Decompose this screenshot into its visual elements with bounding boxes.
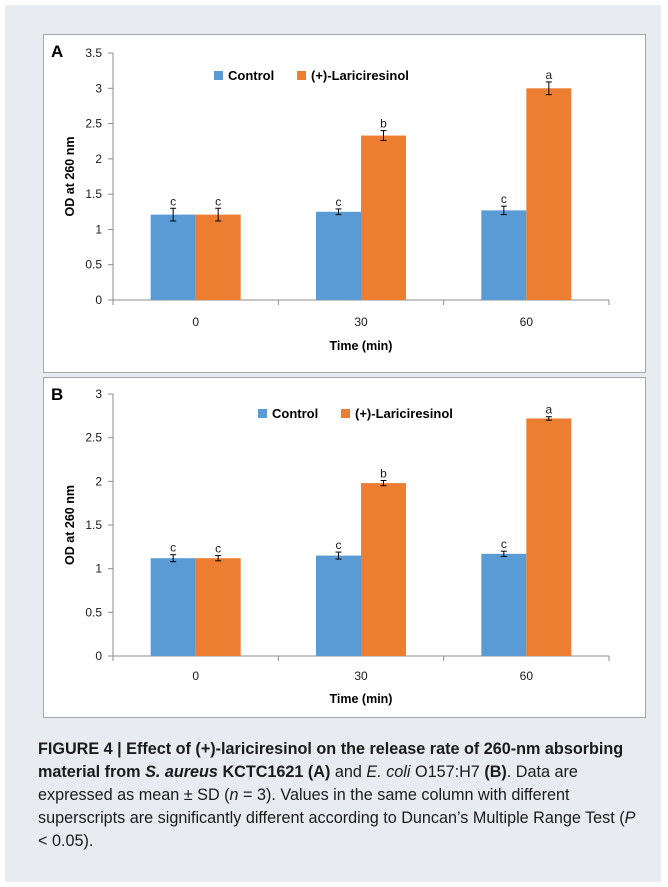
chart-b-bar [195,558,241,656]
caption-text-3: . Data are expressed as mean ± SD ( [38,763,578,804]
chart-a-panel-label: A [51,42,63,61]
chart-a-bar [195,214,241,300]
chart-b-bar [481,553,527,656]
caption-text-5: < 0.05). [38,832,94,850]
chart-b-bar [150,558,196,656]
chart-b-x-axis-title: Time (min) [330,692,393,706]
chart-a-ytick-label: 0.5 [85,258,102,272]
caption-p-var: P [624,809,636,827]
figure-caption: FIGURE 4 | Effect of (+)-lariciresinol o… [38,738,648,853]
chart-a-x-axis-title: Time (min) [330,339,393,353]
chart-b-xtick-label: 0 [192,669,199,683]
chart-a-xtick-label: 0 [192,315,199,329]
chart-b-y-axis-title: OD at 260 nm [63,485,77,565]
caption-panel-b-ref: (B) [484,763,507,781]
chart-b-ytick-label: 2 [95,474,102,488]
panel-a-chart: A 0 0.5 1 1.5 2 2.5 3 3.5 0 c c 30 c b 60 c a OD at 260 nm… [43,34,646,373]
chart-b-significance-label: c [501,537,507,551]
chart-a-legend-label: (+)-Lariciresinol [311,68,409,83]
chart-b-significance-label: c [336,538,342,552]
chart-a-bar [481,210,527,300]
chart-a-ytick-label: 1.5 [85,187,102,201]
chart-a-ytick-label: 1 [95,222,102,236]
figure-container: A 0 0.5 1 1.5 2 2.5 3 3.5 0 c c 30 c b 60 c a OD at 260 nm… [5,5,661,882]
chart-b-significance-label: c [170,541,176,555]
chart-b-xtick-label: 30 [354,669,368,683]
panel-b-chart: B 0 0.5 1 1.5 2 2.5 3 0 c c 30 c b 60 c a OD at 260 nm Tim… [43,377,646,718]
caption-species: S. aureus [145,763,218,781]
chart-b-bar [316,555,361,656]
caption-title-1: FIGURE 4 | Effect of (+)-lariciresinol o… [38,740,624,781]
chart-a-significance-label: a [545,68,552,82]
chart-a-ytick-label: 3 [95,81,102,95]
chart-a-bar [526,88,572,301]
chart-a-xtick-label: 30 [354,315,368,329]
chart-b-ytick-label: 2.5 [85,431,102,445]
caption-panel-a-ref: (A) [307,763,331,781]
chart-a-legend-swatch [297,71,306,80]
chart-a-significance-label: c [336,195,342,209]
chart-a-ytick-label: 3.5 [85,46,102,60]
caption-ecoli: E. coli [366,763,411,781]
chart-b-legend-label: (+)-Lariciresinol [355,406,453,421]
chart-a-xtick-label: 60 [520,315,534,329]
chart-b-ytick-label: 0 [95,649,102,663]
chart-b-bar [526,418,572,656]
caption-text-4: = 3). Values in the same column with dif… [38,786,625,827]
chart-b-significance-label: b [380,466,387,480]
chart-a-legend-swatch [214,71,223,80]
chart-a-svg: A 0 0.5 1 1.5 2 2.5 3 3.5 0 c c 30 c b 60 c a OD at 260 nm… [51,42,610,353]
chart-a-ytick-label: 0 [95,293,102,307]
caption-title-2: KCTC1621 [217,763,308,781]
caption-n-var: n [229,786,239,804]
chart-b-ytick-label: 1 [95,562,102,576]
chart-b-bar [361,483,406,656]
chart-a-bar [361,135,406,300]
caption-text-2: O157:H7 [410,763,485,781]
chart-b-panel-label: B [51,385,63,404]
chart-a-bar [316,211,361,300]
chart-b-significance-label: c [215,542,221,556]
chart-b-legend-swatch [341,409,350,418]
chart-a-significance-label: c [215,194,221,208]
chart-a-significance-label: b [380,117,387,131]
chart-a-significance-label: c [501,192,507,206]
caption-text-1: and [330,763,367,781]
chart-b-legend-label: Control [272,406,318,421]
chart-b-xtick-label: 60 [520,669,534,683]
chart-a-bar [150,214,196,300]
chart-b-significance-label: a [545,403,552,417]
chart-b-ytick-label: 1.5 [85,518,102,532]
chart-b-ytick-label: 0.5 [85,605,102,619]
chart-b-legend-swatch [258,409,267,418]
chart-a-ytick-label: 2 [95,152,102,166]
chart-a-significance-label: c [170,194,176,208]
chart-a-y-axis-title: OD at 260 nm [63,137,77,217]
chart-a-ytick-label: 2.5 [85,117,102,131]
chart-a-legend-label: Control [228,68,274,83]
chart-b-ytick-label: 3 [95,387,102,401]
